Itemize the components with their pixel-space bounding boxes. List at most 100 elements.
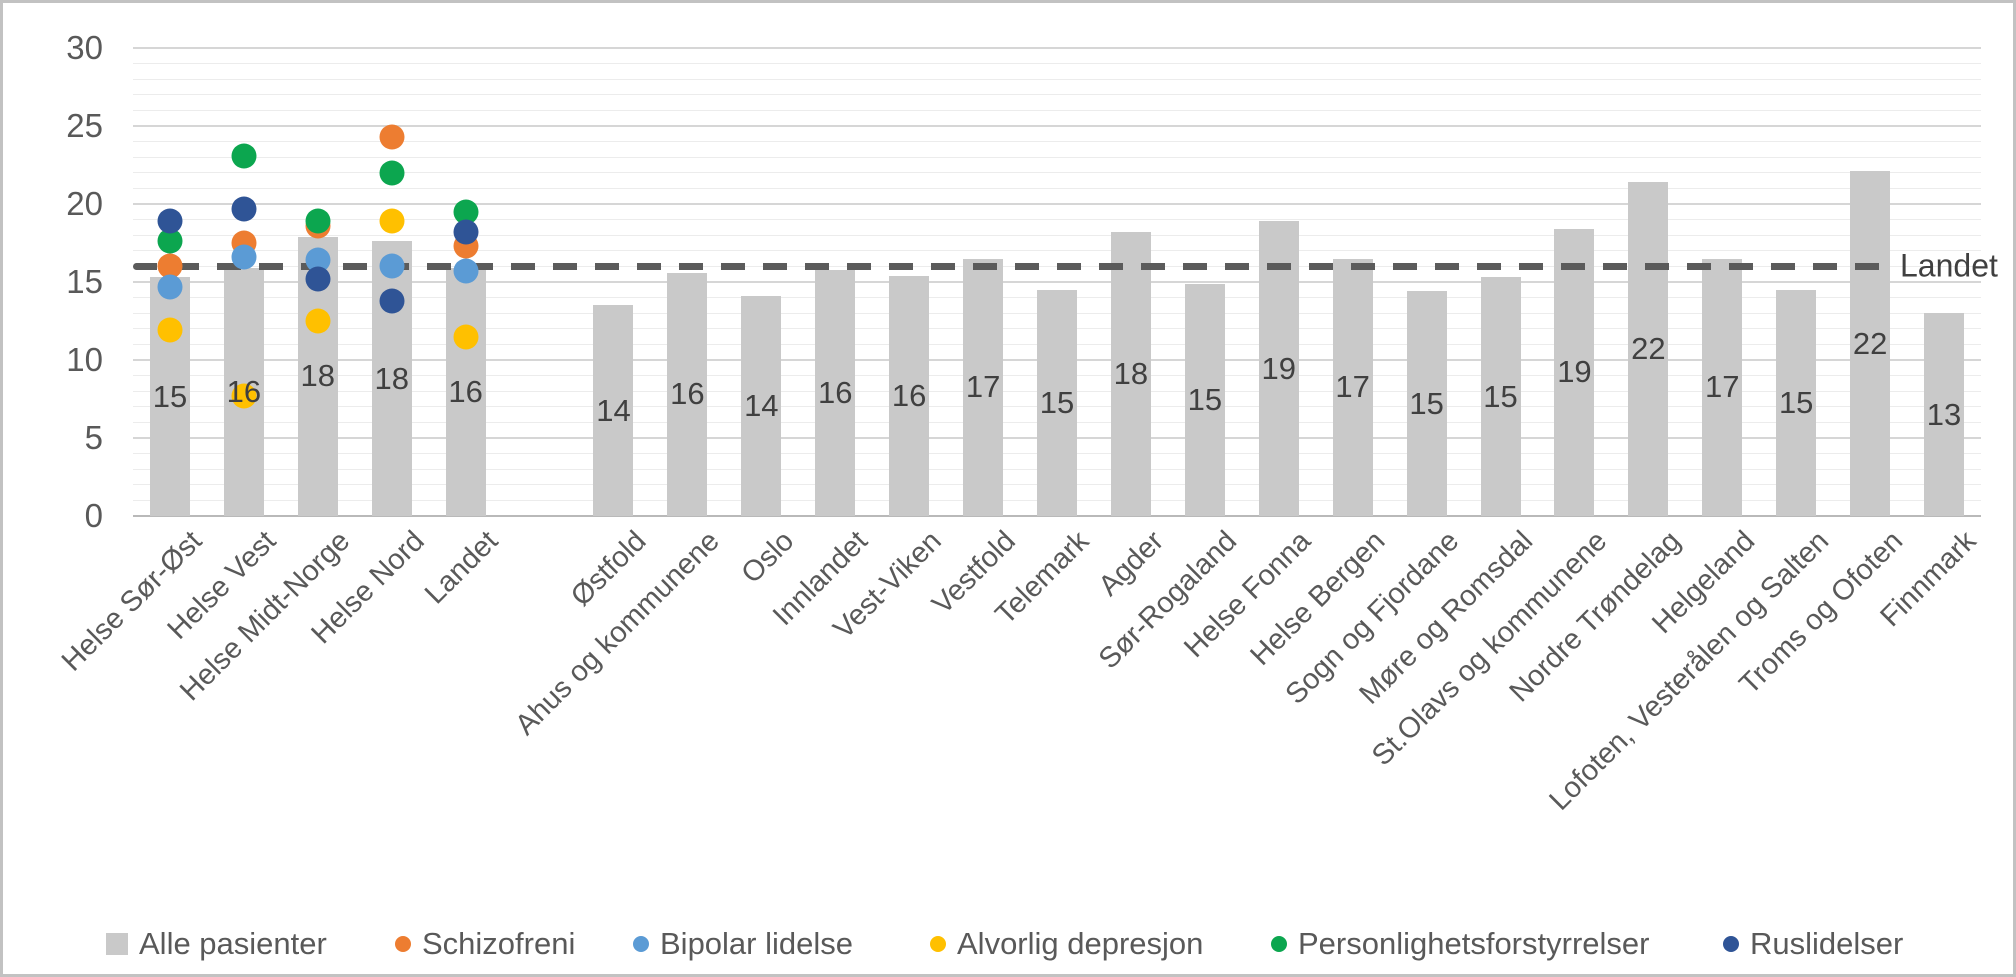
major-gridline [133,47,1981,49]
bar-value-label: 16 [891,377,927,413]
minor-gridline [133,78,1981,80]
bar [1480,277,1521,516]
minor-gridline [133,141,1981,143]
minor-gridline [133,234,1981,236]
minor-gridline [133,172,1981,174]
bar-value-label: 15 [1039,384,1075,420]
legend-label: Ruslidelser [1750,926,1904,961]
bar-value-label: 18 [374,360,409,396]
bar-value-label: 15 [152,378,188,414]
bar [1332,258,1373,516]
legend-item-bipolar-lidelse: Bipolar lidelse [633,924,853,964]
bar-value-label: 18 [300,358,336,394]
legend-label: Alvorlig depresjon [957,926,1204,961]
legend-marker-circle [1271,936,1287,952]
bar-value-label: 17 [965,369,1001,405]
bar [1110,232,1151,516]
bar [1702,258,1743,516]
bar [1776,289,1817,516]
y-tick-label: 5 [84,419,103,456]
minor-gridline [133,156,1981,158]
dot-ruslidelser [157,208,183,234]
reference-line-label: Landet [1900,247,1998,284]
dot-personlighetsforstyrrelser [231,143,257,169]
bar-value-label: 17 [1335,369,1370,405]
dot-alvorlig-depresjon [453,324,479,350]
dot-bipolar-lidelse [379,253,405,279]
bar-value-label: 22 [1852,325,1888,361]
dot-ruslidelser [231,196,257,222]
y-tick-label: 15 [66,263,103,300]
bar-value-label: 18 [1113,356,1149,392]
bar [667,272,708,516]
minor-gridline [133,187,1981,189]
legend-item-personlighetsforstyrrelser: Personlighetsforstyrrelser [1271,924,1649,964]
bar-value-label: 15 [1483,378,1518,414]
bar [593,305,634,516]
bar [149,277,190,516]
bar [1628,182,1669,516]
bar [1258,221,1299,516]
dot-ruslidelser [379,288,405,314]
bar [371,241,412,516]
y-tick-label: 0 [84,497,103,534]
major-gridline [133,125,1981,127]
bar-value-label: 15 [1187,381,1223,417]
minor-gridline [133,109,1981,111]
legend-marker-circle [633,936,649,952]
dot-alvorlig-depresjon [231,383,257,409]
dot-alvorlig-depresjon [379,208,405,234]
bar [741,296,782,516]
bar [1924,313,1965,516]
legend-item-alle-pasienter: Alle pasienter [106,924,327,964]
bar [1850,171,1891,516]
bar-value-label: 22 [1631,331,1666,367]
dot-ruslidelser [305,266,331,292]
legend-marker-circle [1723,936,1739,952]
legend-item-schizofreni: Schizofreni [395,924,575,964]
dot-bipolar-lidelse [231,244,257,270]
bar-value-label: 14 [596,392,631,428]
y-tick-label: 20 [66,185,103,222]
bar-value-label: 15 [1778,384,1814,420]
dot-bipolar-lidelse [157,274,183,300]
legend-label: Personlighetsforstyrrelser [1298,926,1650,961]
bar [1554,228,1595,516]
dot-schizofreni [379,124,405,150]
bar-value-label: 17 [1705,369,1740,405]
bar [445,267,486,516]
dot-ruslidelser [453,219,479,245]
minor-gridline [133,94,1981,96]
dot-personlighetsforstyrrelser [305,208,331,234]
reference-line [133,262,1895,270]
x-category-label-text: Oslo [735,525,800,590]
legend-item-ruslidelser: Ruslidelser [1723,924,1903,964]
bar-value-label: 19 [1261,350,1296,386]
bar-value-label: 15 [1409,385,1444,421]
bar [815,269,856,516]
bar [1037,289,1077,516]
bar [963,258,1004,516]
minor-gridline [133,63,1981,65]
minor-gridline [133,219,1981,221]
dot-alvorlig-depresjon [157,317,183,343]
bar-value-label: 14 [744,388,779,424]
y-tick-label: 25 [66,107,103,144]
legend-marker-circle [930,936,946,952]
bar-value-label: 16 [670,376,705,412]
legend-item-alvorlig-depresjon: Alvorlig depresjon [930,924,1203,964]
bar-value-label: 16 [226,373,262,409]
legend-marker-square [106,933,128,955]
dot-personlighetsforstyrrelser [379,160,405,186]
bar-value-label: 16 [817,374,853,410]
dot-alvorlig-depresjon [305,308,331,334]
legend-label: Schizofreni [422,926,576,961]
legend-marker-circle [395,936,411,952]
legend-label: Alle pasienter [139,926,327,961]
bar-value-label: 13 [1926,396,1962,432]
major-gridline [133,203,1981,205]
bar-value-label: 19 [1557,354,1592,390]
bar-value-label: 16 [448,373,483,409]
bar [1184,283,1225,516]
